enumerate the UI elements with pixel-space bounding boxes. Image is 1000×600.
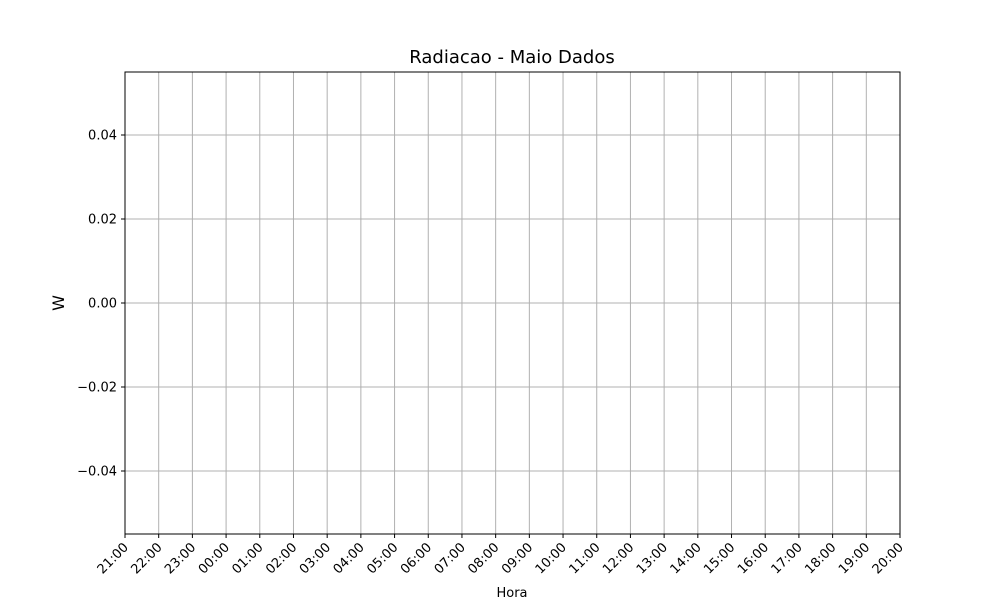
- y-axis-label: W: [49, 295, 68, 311]
- x-tick-label: 16:00: [735, 540, 772, 577]
- x-tick-label: 08:00: [465, 540, 502, 577]
- x-tick-label: 12:00: [600, 540, 637, 577]
- chart-title: Radiacao - Maio Dados: [409, 47, 614, 68]
- x-tick-label: 13:00: [634, 540, 671, 577]
- x-tick-label: 04:00: [331, 540, 368, 577]
- x-tick-label: 05:00: [364, 540, 401, 577]
- y-tick-label: −0.04: [77, 465, 117, 480]
- x-tick-label: 02:00: [263, 540, 300, 577]
- y-tick-label: −0.02: [77, 381, 117, 396]
- x-tick-label: 06:00: [398, 540, 435, 577]
- y-tick-label: 0.04: [88, 129, 117, 144]
- x-tick-label: 01:00: [230, 540, 267, 577]
- x-tick-label: 23:00: [162, 540, 199, 577]
- x-tick-label: 09:00: [499, 540, 536, 577]
- x-tick-label: 20:00: [870, 540, 907, 577]
- x-tick-label: 18:00: [802, 540, 839, 577]
- y-tick-label: 0.00: [88, 297, 117, 312]
- y-axis: 0.04 0.02 0.00 −0.02 −0.04: [77, 129, 125, 480]
- x-axis-label: Hora: [496, 586, 527, 600]
- x-tick-label: 03:00: [297, 540, 334, 577]
- x-tick-label: 22:00: [128, 540, 165, 577]
- x-tick-label: 00:00: [196, 540, 233, 577]
- x-tick-label: 17:00: [769, 540, 806, 577]
- x-tick-label: 11:00: [566, 540, 603, 577]
- x-tick-label: 15:00: [701, 540, 738, 577]
- x-tick-label: 21:00: [95, 540, 132, 577]
- x-tick-label: 14:00: [668, 540, 705, 577]
- y-tick-label: 0.02: [88, 213, 117, 228]
- grid-lines: [124, 72, 901, 534]
- x-tick-label: 10:00: [533, 540, 570, 577]
- x-axis: 21:0022:0023:0000:0001:0002:0003:0004:00…: [95, 534, 907, 577]
- x-tick-label: 07:00: [432, 540, 469, 577]
- x-tick-label: 19:00: [836, 540, 873, 577]
